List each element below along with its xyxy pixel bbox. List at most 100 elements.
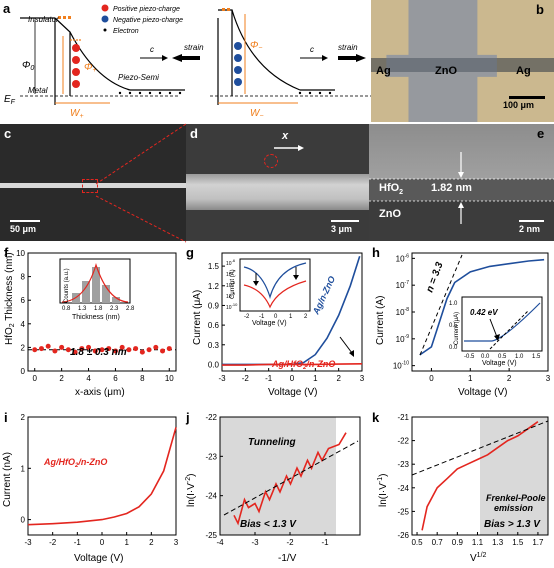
ytick-label-g-2: 0.6: [208, 321, 220, 330]
strain-label-left: strain: [184, 43, 204, 52]
panel-b: b Ag ZnO Ag 100 μm: [371, 0, 554, 122]
series-ag-hfo2-nzno: [222, 363, 363, 366]
positive-charges: [72, 44, 80, 88]
band-diagram: Insulator Φ0 Φ+ Metal EF W+ Piezo-Semi P…: [4, 4, 372, 120]
inset-xtick-f-1: 1.3: [78, 306, 87, 312]
xtick-label-g-1: -2: [242, 374, 250, 383]
plot-frame-f: [27, 252, 177, 372]
xtick-label-i-0: -3: [24, 538, 32, 547]
inset-xtick-g-1: -1: [259, 314, 265, 320]
xtick-label-f-5: 10: [165, 374, 174, 383]
panel-d: d x 3 μm: [186, 124, 369, 241]
metal-label: Metal: [28, 86, 48, 95]
electron-dots-left: [118, 91, 182, 95]
band-bending-minus: [231, 9, 301, 91]
scale-label-d: 3 μm: [331, 224, 353, 234]
phi-minus-label: Φ−: [250, 40, 262, 52]
thickness-label: 1.82 nm: [431, 182, 472, 194]
w-minus-label: W−: [250, 108, 264, 120]
series-k: [421, 421, 539, 531]
xtick-label-h-0: 0: [429, 374, 434, 383]
point-f-10: [99, 347, 105, 353]
inset-xlabel-h: Voltage (V): [482, 360, 517, 367]
series2-label-g: Ag/HfO2/n-ZnO: [271, 359, 335, 371]
annot1b-k: emission: [494, 503, 534, 513]
point-f-12: [112, 348, 118, 354]
xtick-label-j-1: -3: [251, 538, 259, 547]
ytick-label-g-4: 1.2: [208, 282, 220, 291]
electron-dots-right: [298, 91, 332, 95]
ytick-label-h-1: 10-9: [396, 334, 410, 344]
inset-xtick-g-2: 0: [274, 314, 278, 320]
xtick-label-f-3: 6: [113, 374, 118, 383]
xtick-label-k-4: 1.3: [492, 538, 504, 547]
ylabel-h: Current (A): [375, 296, 386, 345]
legend-negative: Negative piezo-charge: [113, 17, 183, 24]
phi0-label: Φ0: [22, 60, 34, 72]
xlabel-j: -1/V: [278, 553, 297, 564]
xlabel-k: V1/2: [470, 552, 487, 564]
chart-f: f 0 2 4 6 8 10 0 2 4 6 8 10 HfO2 Thickness (nm) x-a…: [4, 245, 177, 398]
panel-label-b: b: [536, 2, 544, 17]
shade-j: [220, 417, 336, 535]
xtick-label-f-0: 0: [33, 374, 38, 383]
panel-label-i: i: [4, 410, 8, 425]
inset-xtick-g-0: -2: [244, 314, 250, 320]
inset-ytick-g-1: 10-9: [226, 291, 236, 300]
negative-charge-icon: [101, 15, 109, 23]
chart-g: g -3 -2 -1 0 1 2 3 0.0 0.3 0.6 0.9 1.2 1.5 Current (…: [186, 245, 365, 398]
xtick-label-g-3: 0: [290, 374, 295, 383]
inset-xtick-g-3: 1: [289, 314, 293, 320]
scale-bar-c: [10, 220, 40, 222]
panel-label-h: h: [372, 245, 380, 260]
xtick-label-i-4: 1: [124, 538, 129, 547]
inset-xtick-f-0: 0.8: [62, 306, 71, 312]
inset-xlabel-f: Thickness (nm): [72, 314, 120, 321]
ytick-label-g-1: 0.3: [208, 341, 220, 350]
xlabel-h: Voltage (V): [458, 387, 507, 398]
inset-xtick-f-3: 2.3: [110, 306, 119, 312]
panel-label-a: a: [3, 1, 11, 16]
xtick-label-h-2: 2: [507, 374, 512, 383]
zno-label: ZnO: [435, 65, 457, 77]
inset-xlabel-g: Voltage (V): [252, 320, 287, 327]
xtick-label-i-6: 3: [174, 538, 179, 547]
n-annot-h: n = 3.3: [424, 260, 445, 294]
point-f-13: [119, 344, 125, 350]
xtick-label-i-1: -2: [49, 538, 57, 547]
c-label-left: c: [150, 45, 154, 54]
ytick-label-g-3: 0.9: [208, 301, 220, 310]
ytick-label-i-2: 2: [21, 413, 26, 422]
zno-layer-label: ZnO: [379, 208, 401, 220]
xtick-label-k-5: 1.5: [512, 538, 524, 547]
annot1-j: Tunneling: [248, 437, 296, 448]
ytick-label-g-0: 0.0: [208, 360, 220, 369]
ytick-label-j-1: -24: [205, 492, 217, 501]
xtick-label-f-1: 2: [59, 374, 64, 383]
inset-xtick-g-4: 2: [304, 314, 308, 320]
inset-ylabel-h: Current (μA): [454, 312, 460, 345]
ytick-label-h-3: 10-7: [396, 280, 410, 290]
xtick-label-k-2: 0.9: [452, 538, 464, 547]
insulator-barrier-right: [218, 9, 233, 96]
inset-ytick-h-1: 0.5: [449, 323, 458, 329]
point-f-3: [52, 348, 58, 354]
xtick-label-k-6: 1.7: [532, 538, 544, 547]
ylabel-k: ln(I·V-1): [377, 474, 389, 507]
xtick-label-i-2: -1: [74, 538, 82, 547]
xtick-label-j-0: -4: [216, 538, 224, 547]
inset-curve-h: [464, 302, 541, 342]
ytick-label-g-5: 1.5: [208, 262, 220, 271]
chart-h: h 0 1 2 3 10-10 10-9 10-8 10-7 10-6 n = 3.3 Curr…: [372, 245, 551, 398]
point-f-2: [45, 343, 51, 349]
point-f-17: [146, 347, 152, 353]
point-f-8: [86, 344, 92, 350]
panel-label-g: g: [186, 245, 194, 260]
point-f-19: [160, 348, 166, 354]
panel-label-k: k: [372, 410, 380, 425]
inset-ylabel-f: Counts (a.u.): [64, 268, 70, 303]
annot1-k: Frenkel-Poole: [486, 493, 546, 503]
chart-j: j -4 -3 -2 -1 -25 -24 -23 -22 Tunneling Bias < …: [185, 410, 361, 564]
inset-xtick-h-2: 0.5: [498, 354, 507, 360]
xtick-label-h-1: 1: [468, 374, 473, 383]
